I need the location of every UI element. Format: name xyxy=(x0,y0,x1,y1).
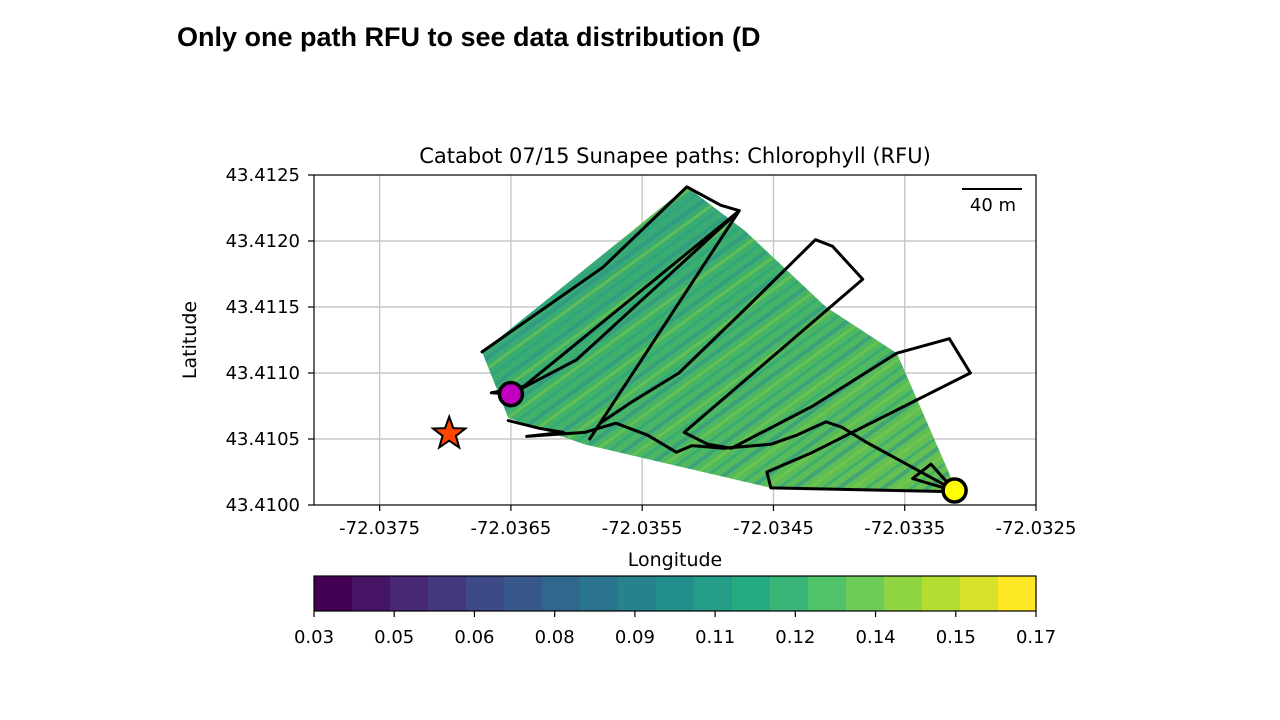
x-tick-label: -72.0355 xyxy=(602,518,683,539)
x-tick-labels: -72.0375 -72.0365 -72.0355 -72.0345 -72.0335… xyxy=(339,518,1076,539)
colorbar-swatch xyxy=(618,576,657,611)
colorbar-swatch xyxy=(504,576,543,611)
colorbar-swatch xyxy=(390,576,429,611)
colorbar-swatch xyxy=(808,576,847,611)
y-tick-label: 43.4120 xyxy=(226,231,300,252)
x-tick-label: -72.0325 xyxy=(996,518,1077,539)
station-star-marker xyxy=(430,413,469,450)
heatmap-area xyxy=(480,185,972,494)
colorbar-tick-label: 0.05 xyxy=(374,627,414,648)
colorbar-tick-label: 0.06 xyxy=(454,627,494,648)
colorbar-swatch xyxy=(770,576,809,611)
colorbar-tick-label: 0.09 xyxy=(615,627,655,648)
x-tick-label: -72.0345 xyxy=(733,518,814,539)
colorbar-swatch xyxy=(580,576,619,611)
colorbar-swatch xyxy=(314,576,353,611)
colorbar-tick-label: 0.11 xyxy=(695,627,735,648)
x-axis-label: Longitude xyxy=(628,549,723,571)
end-marker xyxy=(941,477,968,504)
y-tick-labels: 43.4125 43.4120 43.4115 43.4110 43.4105 43.41… xyxy=(226,165,300,516)
colorbar xyxy=(314,576,1037,611)
x-tick-label: -72.0375 xyxy=(339,518,420,539)
chart-title: Catabot 07/15 Sunapee paths: Chlorophyll… xyxy=(419,144,931,168)
scale-bar-label: 40 m xyxy=(970,195,1016,216)
colorbar-swatch xyxy=(542,576,581,611)
start-marker xyxy=(497,380,525,408)
colorbar-tick-label: 0.14 xyxy=(856,627,896,648)
y-axis-label: Latitude xyxy=(179,301,201,379)
colorbar-swatch xyxy=(466,576,505,611)
x-tick-label: -72.0365 xyxy=(470,518,551,539)
x-tick-label: -72.0335 xyxy=(864,518,945,539)
y-tick-label: 43.4115 xyxy=(226,297,300,318)
colorbar-tick-label: 0.12 xyxy=(775,627,815,648)
colorbar-swatch xyxy=(694,576,733,611)
colorbar-tick-label: 0.15 xyxy=(936,627,976,648)
tick-marks xyxy=(308,174,1037,511)
colorbar-swatch xyxy=(998,576,1037,611)
colorbar-tick-label: 0.08 xyxy=(535,627,575,648)
y-tick-label: 43.4105 xyxy=(226,429,300,450)
markers xyxy=(430,380,968,504)
y-tick-label: 43.4100 xyxy=(226,495,300,516)
axes-frame xyxy=(313,174,1037,506)
colorbar-swatch xyxy=(352,576,391,611)
colorbar-swatch xyxy=(960,576,999,611)
colorbar-swatch xyxy=(884,576,923,611)
colorbar-tick-labels: 0.03 0.05 0.06 0.08 0.09 0.11 0.12 0.14 0.15 0.17 xyxy=(294,611,1056,648)
scale-bar: 40 m xyxy=(962,188,1022,216)
slide-title: Only one path RFU to see data distributi… xyxy=(177,22,761,52)
boat-path xyxy=(480,185,972,494)
colorbar-swatch xyxy=(922,576,961,611)
colorbar-swatch xyxy=(428,576,467,611)
chlorophyll-field-texture xyxy=(482,186,958,492)
colorbar-swatch xyxy=(732,576,771,611)
colorbar-frame xyxy=(313,575,1037,612)
y-tick-label: 43.4110 xyxy=(226,363,300,384)
colorbar-tick-label: 0.17 xyxy=(1016,627,1056,648)
colorbar-swatch xyxy=(656,576,695,611)
colorbar-swatch xyxy=(846,576,885,611)
colorbar-tick-label: 0.03 xyxy=(294,627,334,648)
y-tick-label: 43.4125 xyxy=(226,165,300,186)
